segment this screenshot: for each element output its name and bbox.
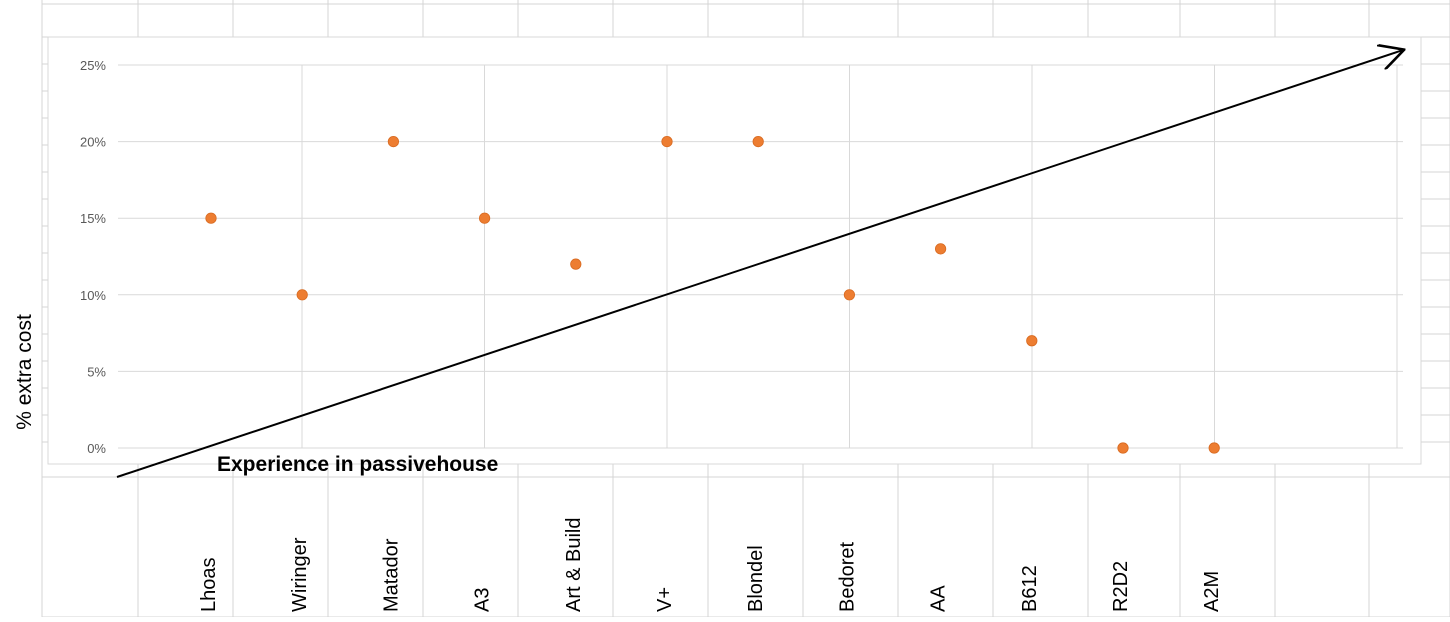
experience-arrow bbox=[116, 50, 1403, 478]
data-point bbox=[661, 136, 673, 148]
y-tick-label: 5% bbox=[87, 364, 106, 379]
row-label: A3 bbox=[472, 588, 494, 612]
data-point bbox=[478, 212, 491, 224]
row-label: Matador bbox=[380, 538, 402, 612]
data-point bbox=[387, 136, 399, 148]
y-tick-label: 0% bbox=[87, 441, 106, 456]
row-label: A2M bbox=[1201, 571, 1223, 612]
data-point bbox=[934, 243, 947, 255]
plot-gridlines bbox=[118, 64, 1403, 449]
row-label: Blondel bbox=[745, 545, 767, 612]
row-label: Art & Build bbox=[563, 518, 585, 612]
data-point bbox=[1208, 442, 1220, 454]
data-point bbox=[752, 136, 764, 148]
y-tick-label: 15% bbox=[80, 211, 106, 226]
y-axis-title: % extra cost bbox=[13, 314, 36, 430]
row-label: R2D2 bbox=[1110, 561, 1132, 612]
row-label: V+ bbox=[654, 587, 676, 612]
data-point bbox=[1026, 335, 1038, 347]
data-point bbox=[1117, 442, 1129, 454]
data-point bbox=[296, 289, 308, 301]
y-axis-tick-labels: 0% 5% 10% 15% 20% 25% bbox=[80, 58, 106, 456]
y-tick-label: 25% bbox=[80, 58, 106, 73]
row-label: Lhoas bbox=[198, 558, 220, 613]
chart-area bbox=[47, 36, 1422, 465]
x-axis-title: Experience in passivehouse bbox=[217, 453, 498, 476]
row-label: Bedoret bbox=[836, 542, 858, 612]
row-label: B612 bbox=[1019, 565, 1041, 612]
data-point bbox=[843, 289, 856, 301]
data-point bbox=[205, 212, 217, 224]
row-labels: Lhoas Wiringer Matador A3 Art & Build V+ Blond… bbox=[198, 518, 1223, 612]
data-point bbox=[570, 258, 582, 270]
y-tick-label: 10% bbox=[80, 288, 106, 303]
row-label: Wiringer bbox=[289, 537, 311, 612]
data-points bbox=[205, 136, 1220, 454]
y-tick-label: 20% bbox=[80, 135, 106, 150]
row-label: AA bbox=[928, 585, 950, 612]
